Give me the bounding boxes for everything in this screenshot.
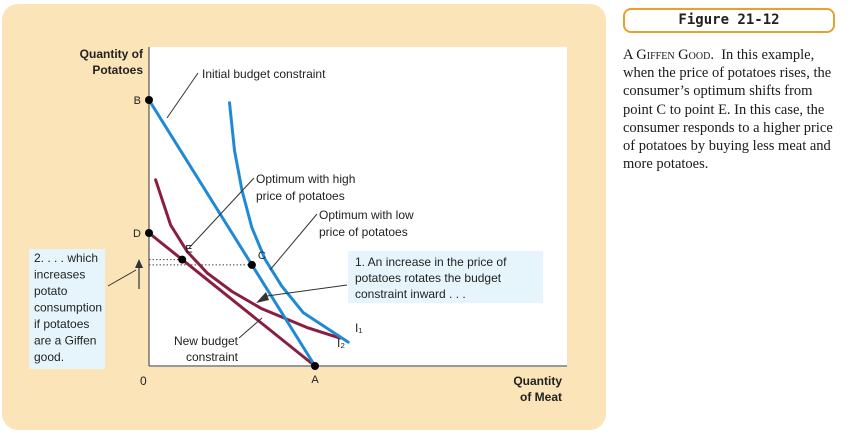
leader-new-budget [238, 317, 263, 339]
plot-area [149, 47, 567, 367]
callout-left-line-3: potato [34, 284, 68, 298]
annotation-new-budget-line-2: constraint [186, 350, 239, 364]
point-label-b: B [134, 95, 141, 107]
callout-right-line-3: constraint inward . . . [355, 287, 466, 301]
arrowhead-callout-left [135, 259, 143, 268]
annotation-initial-budget: Initial budget constraint [202, 67, 326, 81]
annotation-opt-low-line-1: Optimum with low [319, 208, 414, 222]
point-label-a: A [311, 374, 319, 386]
point-label-e: E [185, 244, 192, 256]
leader-callout-left [107, 269, 137, 287]
series-i1 [228, 101, 350, 344]
arrowhead-callout-right [256, 292, 269, 303]
callout-left-line-4: consumption [34, 301, 102, 315]
x-axis-label-line-2: of Meat [520, 390, 562, 404]
annotation-new-budget-line-1: New budget [174, 334, 239, 348]
curve-label-i2: I₂ [337, 336, 345, 350]
y-axis-label-line-2: Potatoes [92, 63, 143, 77]
y-axis-label-line-1: Quantity of [80, 47, 144, 61]
callout-left-line-2: increases [34, 268, 85, 282]
point-a [311, 362, 319, 370]
callout-left-line-6: are a Giffen [34, 334, 96, 348]
point-label-d: D [133, 228, 141, 240]
annotation-opt-high-line-1: Optimum with high [256, 172, 355, 186]
callout-left-box [29, 249, 105, 369]
point-e [178, 255, 187, 264]
figure-caption: A Giffen Good. In this example, when the… [623, 46, 845, 173]
callout-right-line-1: 1. An increase in the price of [355, 255, 507, 269]
annotation-opt-low-line-2: price of potatoes [319, 225, 408, 239]
series-new-budget-constraint [147, 231, 317, 368]
figure-number-badge: Figure 21-12 [623, 8, 835, 33]
origin-label: 0 [140, 374, 147, 388]
point-c [247, 260, 256, 269]
leader-initial-budget [166, 72, 199, 119]
point-label-c: C [258, 250, 266, 262]
leader-callout-right [266, 284, 348, 297]
annotation-opt-high-line-2: price of potatoes [256, 189, 345, 203]
leader-opt-high [188, 177, 255, 249]
callout-left-line-7: good. [34, 350, 64, 364]
callout-right-line-2: potatoes rotates the budget [355, 271, 502, 285]
caption-title: A Giffen Good. [623, 47, 714, 63]
plot-background [149, 47, 567, 367]
callout-left-line-5: if potatoes [34, 317, 89, 331]
x-axis-label-line-1: Quantity [513, 374, 562, 388]
point-b [145, 96, 153, 104]
point-d [145, 229, 153, 237]
series-i2 [154, 178, 342, 340]
curve-label-i1: I₁ [355, 321, 362, 335]
series-initial-budget-constraint [147, 98, 317, 368]
leader-opt-low [269, 213, 318, 271]
callout-right-box [348, 251, 543, 303]
callout-left-line-1: 2. . . . which [34, 251, 98, 265]
caption-body: In this example, when the price of potat… [623, 47, 833, 173]
